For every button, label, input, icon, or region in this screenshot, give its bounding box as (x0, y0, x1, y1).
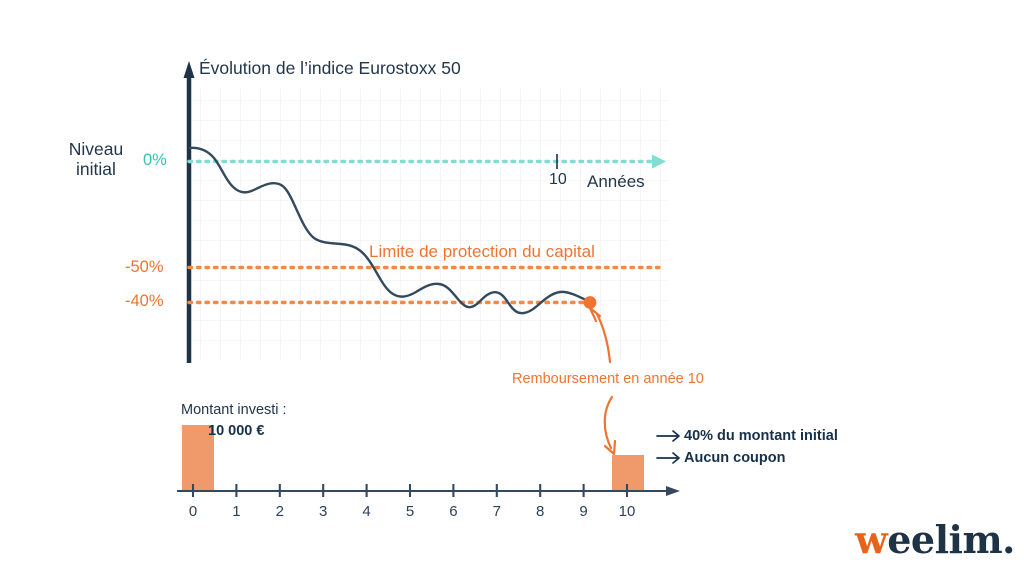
bar-axis-tick-label-3: 3 (319, 503, 328, 520)
bar-axis-tick-label-10: 10 (618, 503, 636, 520)
chart-title: Évolution de l’indice Eurostoxx 50 (199, 58, 461, 78)
callout-arrow-up (588, 306, 612, 364)
level-label-minus-40-percent: -40% (125, 292, 164, 310)
level-label-0-percent: 0% (143, 151, 167, 169)
invested-amount-label: Montant investi : (181, 402, 287, 418)
logo-mark-w: w (855, 517, 888, 562)
callout-arrow-down (603, 395, 617, 456)
zero-percent-reference-line (187, 154, 666, 169)
bar-axis-tick-label-8: 8 (536, 503, 545, 520)
bar-axis-tick-label-9: 9 (579, 503, 588, 520)
bar-invested-year-0 (182, 425, 214, 491)
bar-axis-tick-label-5: 5 (405, 503, 415, 520)
repayment-callout-label: Remboursement en année 10 (512, 371, 704, 387)
bullet-label-repayment-percent: 40% du montant initial (684, 428, 838, 444)
repayment-point-marker (583, 296, 597, 309)
bottom-x-axis (177, 484, 680, 497)
bar-axis-tick-label-7: 7 (492, 503, 501, 520)
bullet-label-no-coupon: Aucun coupon (684, 450, 786, 466)
bullet-arrow-glyphs (656, 430, 680, 464)
level-label-minus-50-percent: -50% (125, 258, 164, 276)
bar-axis-tick-label-4: 4 (362, 503, 371, 520)
bar-axis-tick-label-0: 0 (188, 503, 198, 520)
x-axis-tick-label-10: 10 (549, 171, 567, 188)
y-axis-caption: Niveau initial (68, 139, 124, 180)
x-axis-label-annees: Années (587, 172, 645, 191)
bar-axis-tick-label-2: 2 (275, 503, 284, 520)
invested-amount-value: 10 000 € (208, 423, 265, 439)
protection-limit-label: Limite de protection du capital (369, 242, 595, 261)
eurostoxx-index-curve (189, 146, 592, 315)
chart-grid (189, 88, 669, 360)
y-axis (183, 61, 195, 363)
weelim-logo: weelim. (855, 521, 1015, 559)
logo-text: eelim. (887, 517, 1015, 562)
bar-axis-tick-label-1: 1 (232, 503, 241, 520)
bar-axis-tick-label-6: 6 (449, 503, 458, 520)
